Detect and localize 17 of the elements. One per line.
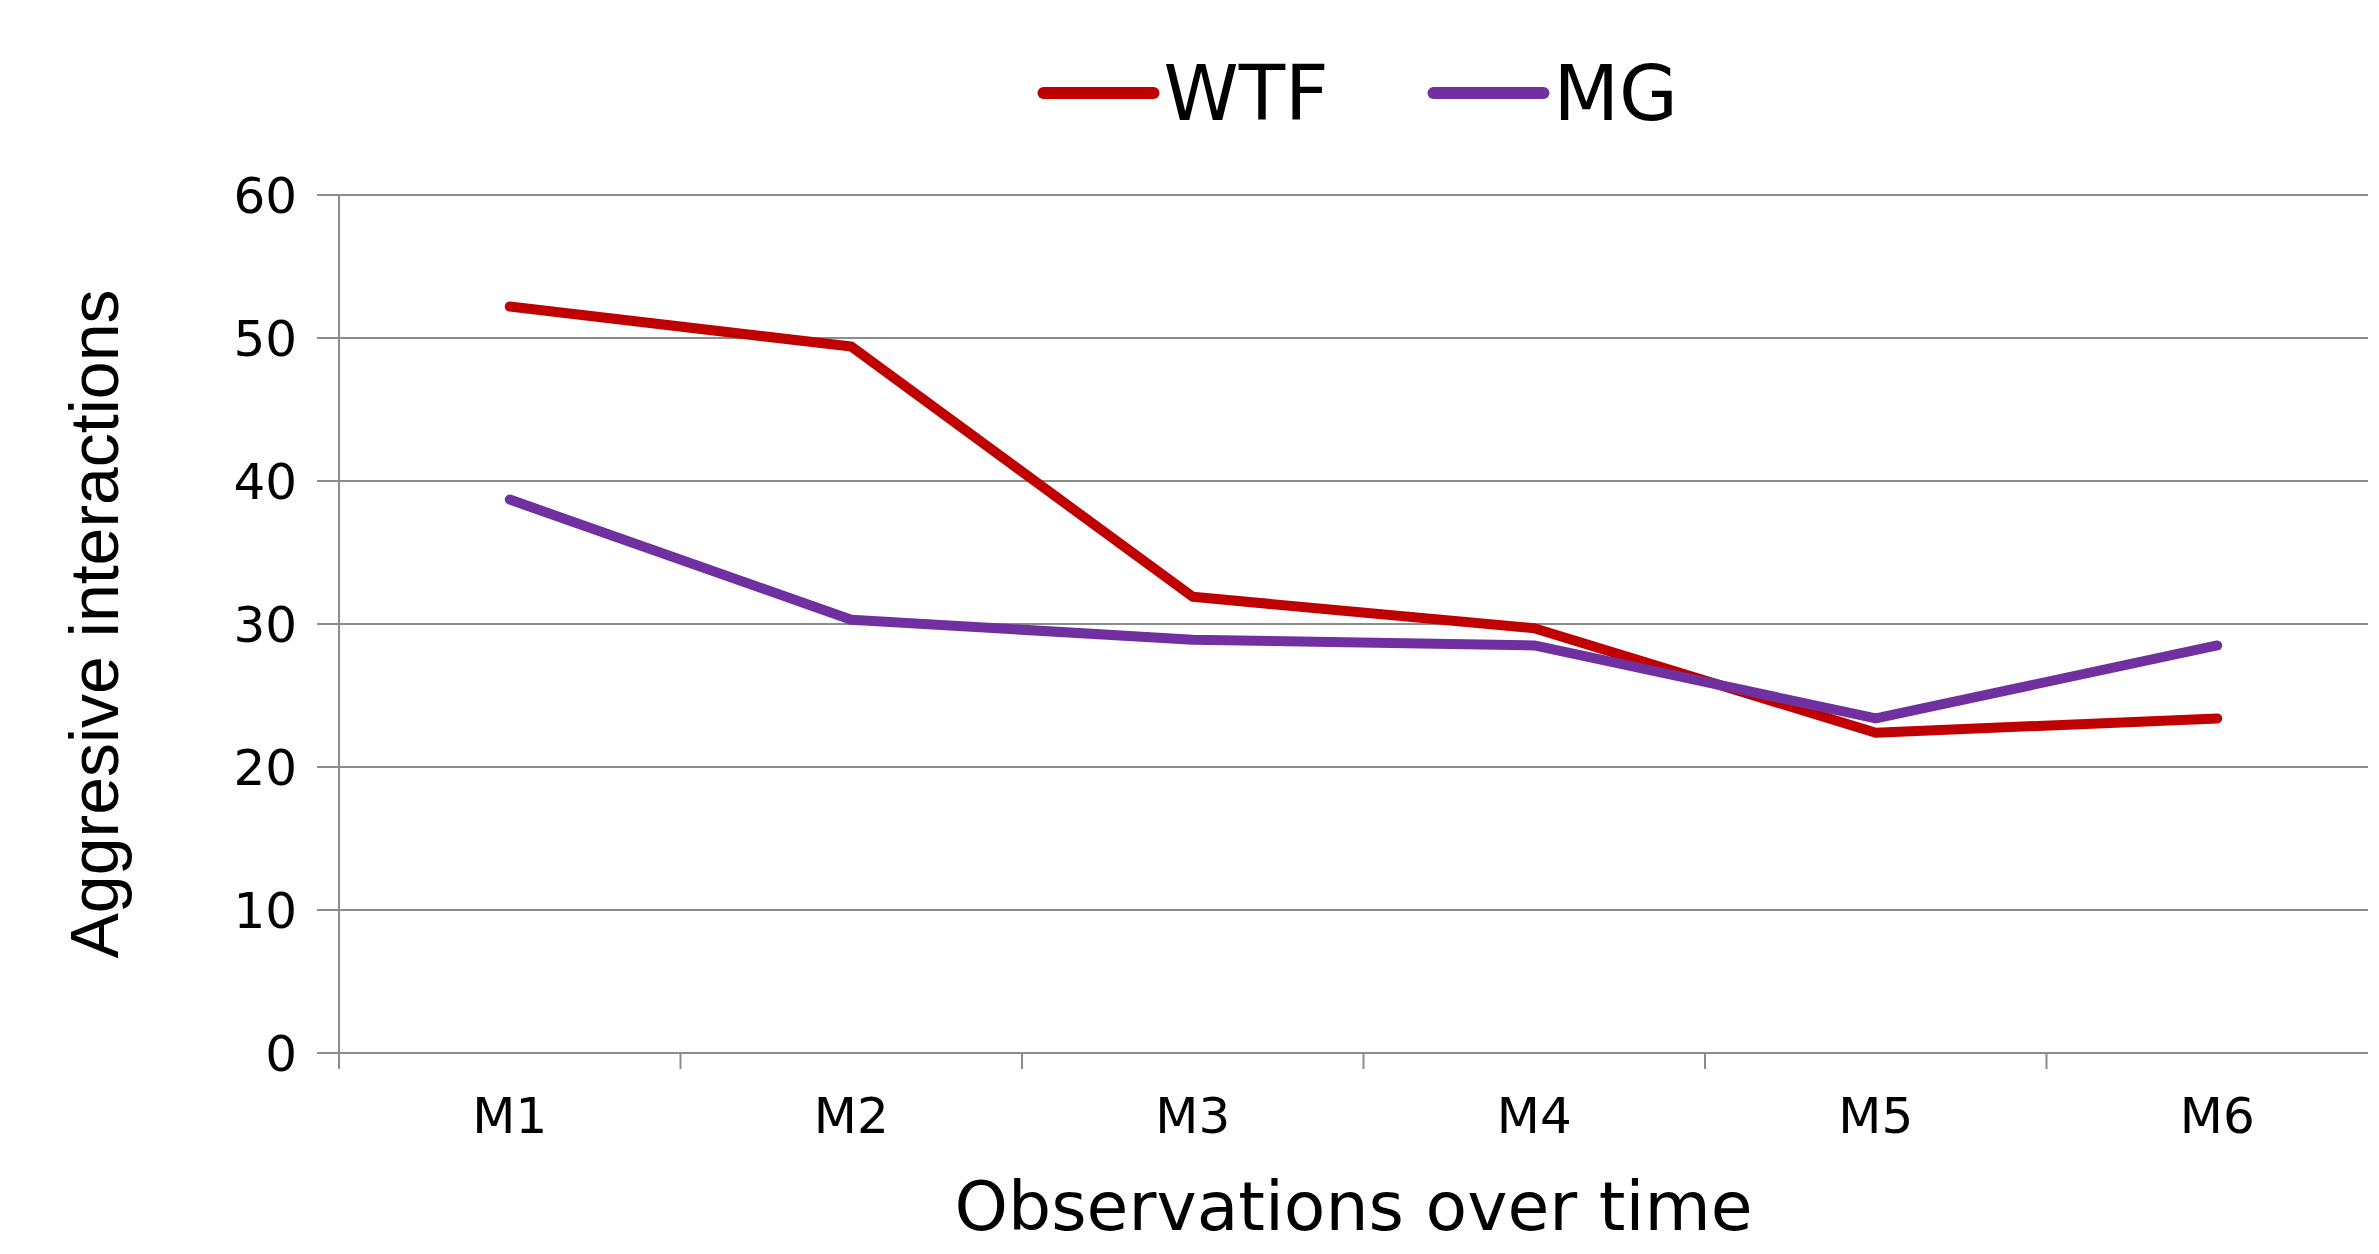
y-tick-label: 50: [233, 309, 297, 368]
legend-label: MG: [1553, 48, 1678, 138]
y-tick-label: 0: [265, 1024, 297, 1083]
x-tick-label: M6: [2179, 1087, 2255, 1145]
x-axis-title: Observations over time: [954, 1167, 1753, 1246]
y-tick-label: 30: [233, 595, 297, 654]
x-tick-label: M1: [472, 1087, 548, 1145]
legend-label: WTF: [1163, 48, 1329, 138]
y-tick-label: 40: [233, 452, 297, 511]
x-tick-label: M4: [1496, 1087, 1572, 1145]
x-tick-label: M5: [1838, 1087, 1914, 1145]
y-tick-label: 60: [233, 166, 297, 225]
y-axis-title: Aggresive interactions: [56, 289, 132, 959]
y-tick-label: 20: [233, 738, 297, 797]
x-tick-label: M2: [813, 1087, 889, 1145]
y-tick-label: 10: [233, 881, 297, 940]
x-tick-label: M3: [1155, 1087, 1231, 1145]
